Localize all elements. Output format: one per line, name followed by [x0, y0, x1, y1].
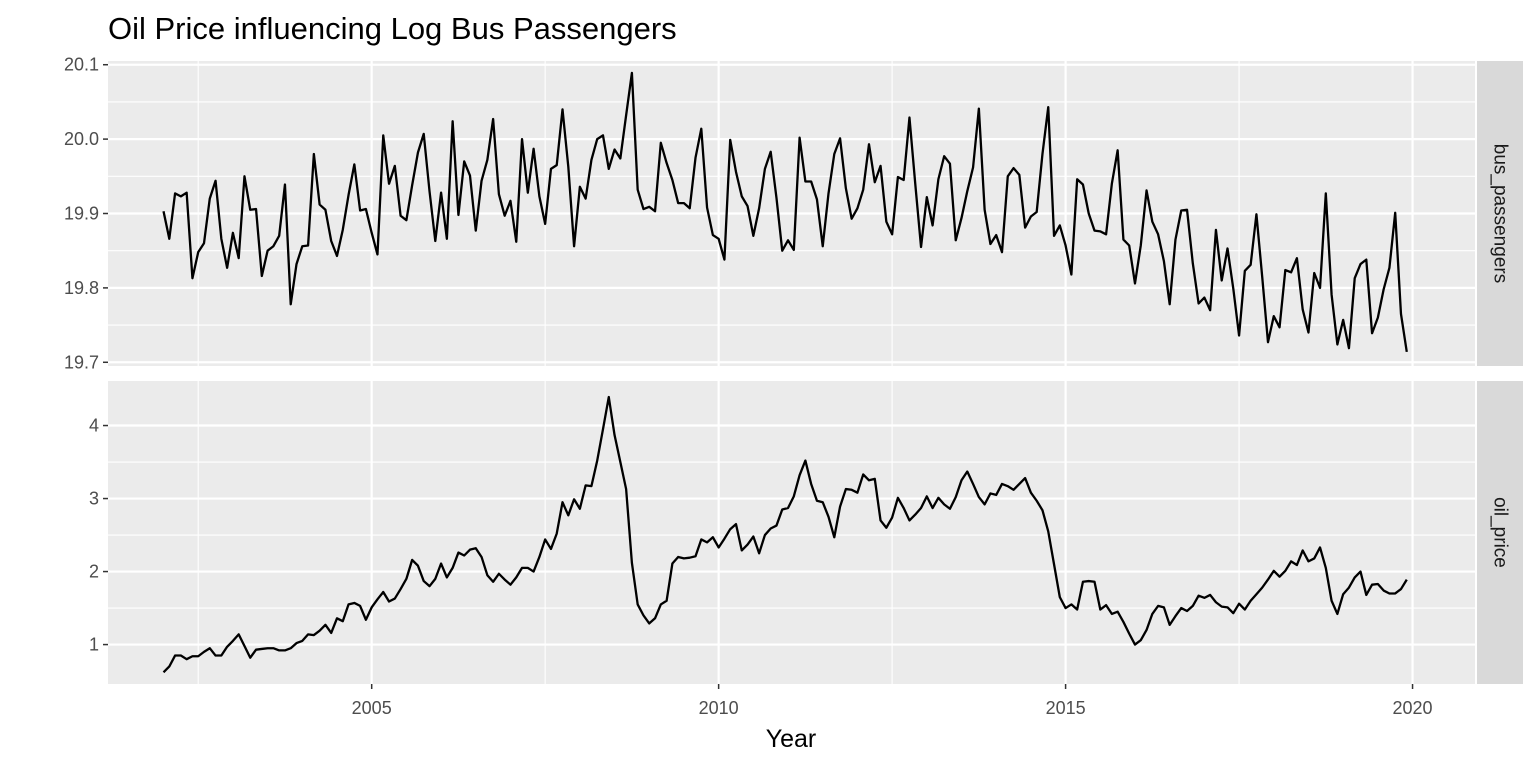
y-tick-label: 1	[89, 635, 99, 655]
y-tick-label: 19.9	[64, 204, 99, 224]
panel-oil_price: 1 2 3 4 oil_price	[89, 381, 1523, 684]
facet-strip	[1477, 61, 1523, 366]
series-line-oil_price	[162, 395, 1408, 674]
y-tick-label: 19.8	[64, 278, 99, 298]
x-axis-title: Year	[766, 725, 817, 753]
facet-strip	[1477, 381, 1523, 684]
panels: 19.7 19.8 19.9 20.0 20.1 bus_passengers 1 2 3 4 oi…	[64, 55, 1523, 684]
x-tick-label: 2015	[1046, 698, 1086, 718]
y-tick-label: 20.0	[64, 129, 99, 149]
panel-bus_passengers: 19.7 19.8 19.9 20.0 20.1 bus_passengers	[64, 55, 1523, 372]
x-tick-label: 2005	[352, 698, 392, 718]
chart-title: Oil Price influencing Log Bus Passengers	[108, 11, 677, 46]
facet-strip-label: bus_passengers	[1490, 144, 1511, 283]
facet-strip-label: oil_price	[1490, 497, 1511, 568]
x-axis: 2005 2010 2015 2020	[352, 684, 1433, 718]
y-tick-label: 20.1	[64, 55, 99, 75]
y-tick-label: 2	[89, 562, 99, 582]
y-tick-label: 19.7	[64, 352, 99, 372]
y-tick-label: 4	[89, 416, 99, 436]
y-tick-label: 3	[89, 489, 99, 509]
series-line-bus_passengers	[162, 71, 1408, 353]
x-tick-label: 2020	[1393, 698, 1433, 718]
x-tick-label: 2010	[699, 698, 739, 718]
panel-background	[108, 381, 1475, 684]
